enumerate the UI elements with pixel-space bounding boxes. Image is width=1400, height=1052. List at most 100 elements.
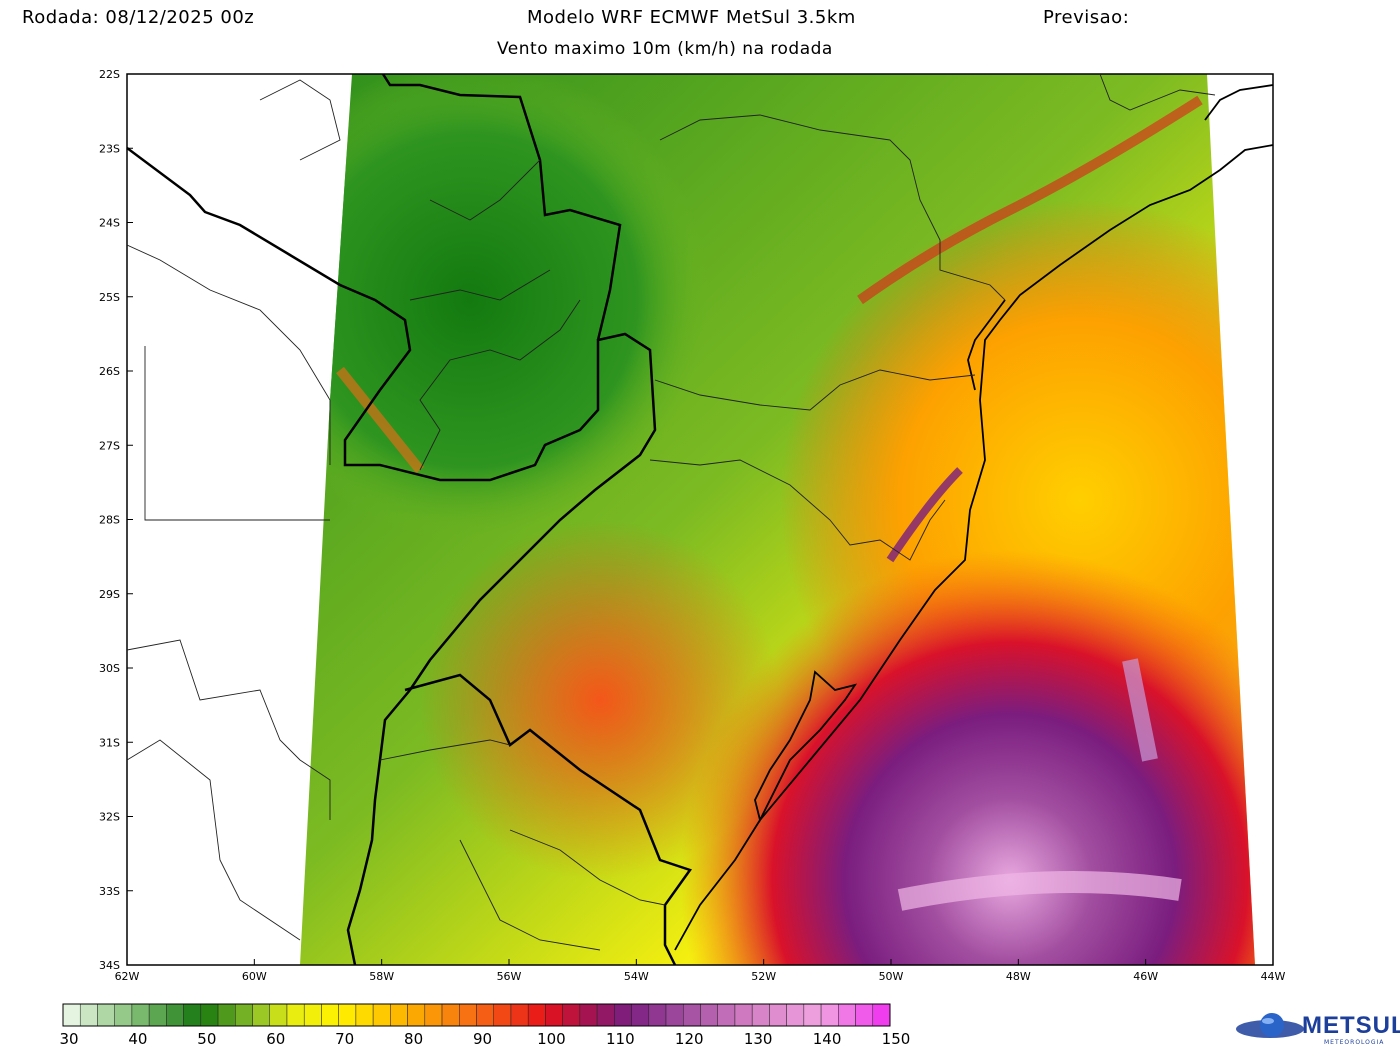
coastline xyxy=(674,84,1274,951)
colorbar-swatch xyxy=(838,1003,856,1027)
colorbar-swatch xyxy=(303,1003,322,1027)
metsul-logo: METSUL METEOROLOGIA xyxy=(1232,1008,1400,1050)
lon-tick-label: 46W xyxy=(1133,970,1158,983)
lon-tick-label: 56W xyxy=(497,970,522,983)
wind-field xyxy=(300,74,1255,965)
colorbar-swatch xyxy=(786,1003,805,1027)
colorbar-swatch xyxy=(803,1003,822,1027)
colorbar-swatch xyxy=(872,1003,891,1027)
colorbar-swatch xyxy=(769,1003,787,1027)
colorbar-swatch xyxy=(235,1003,253,1027)
run-time-label: Rodada: 08/12/2025 00z xyxy=(22,7,255,28)
colorbar-swatch xyxy=(62,1003,81,1027)
colorbar-label: 60 xyxy=(266,1030,285,1048)
lon-tick-label: 44W xyxy=(1261,970,1286,983)
colorbar-swatch xyxy=(148,1003,167,1027)
colorbar-swatches xyxy=(62,1003,891,1027)
colorbar-swatch xyxy=(79,1003,98,1027)
colorbar-label: 100 xyxy=(537,1030,566,1048)
colorbar-swatch xyxy=(700,1003,718,1027)
colorbar-swatch xyxy=(441,1003,460,1027)
model-title: Modelo WRF ECMWF MetSul 3.5km xyxy=(527,7,856,28)
lon-tick-label: 54W xyxy=(624,970,649,983)
lat-tick-label: 33S xyxy=(99,885,120,898)
lat-tick-label: 22S xyxy=(99,68,120,81)
colorbar-swatch xyxy=(200,1003,219,1027)
colorbar-label: 40 xyxy=(128,1030,147,1048)
colorbar-swatch xyxy=(183,1003,202,1027)
colorbar-swatch xyxy=(166,1003,184,1027)
colorbar-label: 80 xyxy=(404,1030,423,1048)
colorbar-swatch xyxy=(269,1003,288,1027)
longitude-axis: 62W 60W 58W 56W 54W 52W 50W 48W 46W 44W xyxy=(115,959,1286,983)
lat-tick-label: 29S xyxy=(99,588,120,601)
colorbar-label: 30 xyxy=(59,1030,78,1048)
colorbar-swatch xyxy=(855,1003,874,1027)
colorbar-swatch xyxy=(131,1003,150,1027)
lat-tick-label: 27S xyxy=(99,439,120,452)
colorbar-swatch xyxy=(527,1003,546,1027)
lat-tick-label: 31S xyxy=(99,736,120,749)
lat-tick-label: 24S xyxy=(99,217,120,230)
colorbar-swatch xyxy=(114,1003,133,1027)
latitude-axis: 22S 23S 24S 25S 26S 27S 28S 29S 30S 31S 32S 33S 34S xyxy=(99,68,133,972)
colorbar-swatch xyxy=(631,1003,650,1027)
colorbar-swatch xyxy=(562,1003,581,1027)
lat-tick-label: 28S xyxy=(99,514,120,527)
colorbar-label: 70 xyxy=(335,1030,354,1048)
colorbar-swatch xyxy=(459,1003,477,1027)
lat-tick-label: 26S xyxy=(99,365,120,378)
colorbar-swatch xyxy=(286,1003,305,1027)
field-subtitle: Vento maximo 10m (km/h) na rodada xyxy=(497,39,833,59)
colorbar-label: 50 xyxy=(197,1030,216,1048)
colorbar-label: 140 xyxy=(813,1030,842,1048)
colorbar-swatch xyxy=(355,1003,374,1027)
colorbar-swatch xyxy=(390,1003,408,1027)
colorbar-swatch xyxy=(476,1003,494,1027)
colorbar-swatch xyxy=(734,1003,753,1027)
colorbar-swatch xyxy=(820,1003,839,1027)
colorbar-swatch xyxy=(683,1003,701,1027)
lon-tick-label: 50W xyxy=(879,970,904,983)
colorbar-swatch xyxy=(493,1003,512,1027)
colorbar-swatch xyxy=(321,1003,339,1027)
colorbar-swatch xyxy=(545,1003,563,1027)
logo-text: METSUL xyxy=(1302,1012,1400,1039)
metsul-globe-icon xyxy=(1236,1013,1304,1038)
colorbar-swatch xyxy=(510,1003,529,1027)
lon-tick-label: 58W xyxy=(369,970,394,983)
colorbar-swatch xyxy=(407,1003,426,1027)
lon-tick-label: 60W xyxy=(242,970,267,983)
lat-tick-label: 30S xyxy=(99,662,120,675)
colorbar-swatch xyxy=(579,1003,598,1027)
colorbar-swatch xyxy=(424,1003,443,1027)
lon-tick-label: 52W xyxy=(751,970,776,983)
colorbar-swatch xyxy=(97,1003,115,1027)
colorbar-swatch xyxy=(614,1003,632,1027)
colorbar-swatch xyxy=(665,1003,684,1027)
colorbar-label: 150 xyxy=(882,1030,911,1048)
lat-tick-label: 23S xyxy=(99,142,120,155)
colorbar-swatch xyxy=(338,1003,357,1027)
colorbar-swatch xyxy=(252,1003,270,1027)
colorbar-label: 130 xyxy=(744,1030,773,1048)
colorbar-label: 120 xyxy=(675,1030,704,1048)
colorbar-swatch xyxy=(751,1003,770,1027)
colorbar-swatch xyxy=(717,1003,736,1027)
colorbar-swatch xyxy=(596,1003,615,1027)
forecast-label: Previsao: xyxy=(1043,7,1130,28)
colorbar-labels: 30 40 50 60 70 80 90 100 110 120 130 140 150 xyxy=(59,1030,910,1048)
colorbar-swatch xyxy=(648,1003,667,1027)
lat-tick-label: 25S xyxy=(99,291,120,304)
colorbar-swatch xyxy=(372,1003,391,1027)
colorbar-label: 90 xyxy=(473,1030,492,1048)
lat-tick-label: 32S xyxy=(99,811,120,824)
colorbar-swatch xyxy=(217,1003,236,1027)
lat-tick-label: 34S xyxy=(99,959,120,972)
lon-tick-label: 62W xyxy=(115,970,140,983)
lon-tick-label: 48W xyxy=(1006,970,1031,983)
state-borders xyxy=(126,73,1216,951)
colorbar-label: 110 xyxy=(606,1030,635,1048)
